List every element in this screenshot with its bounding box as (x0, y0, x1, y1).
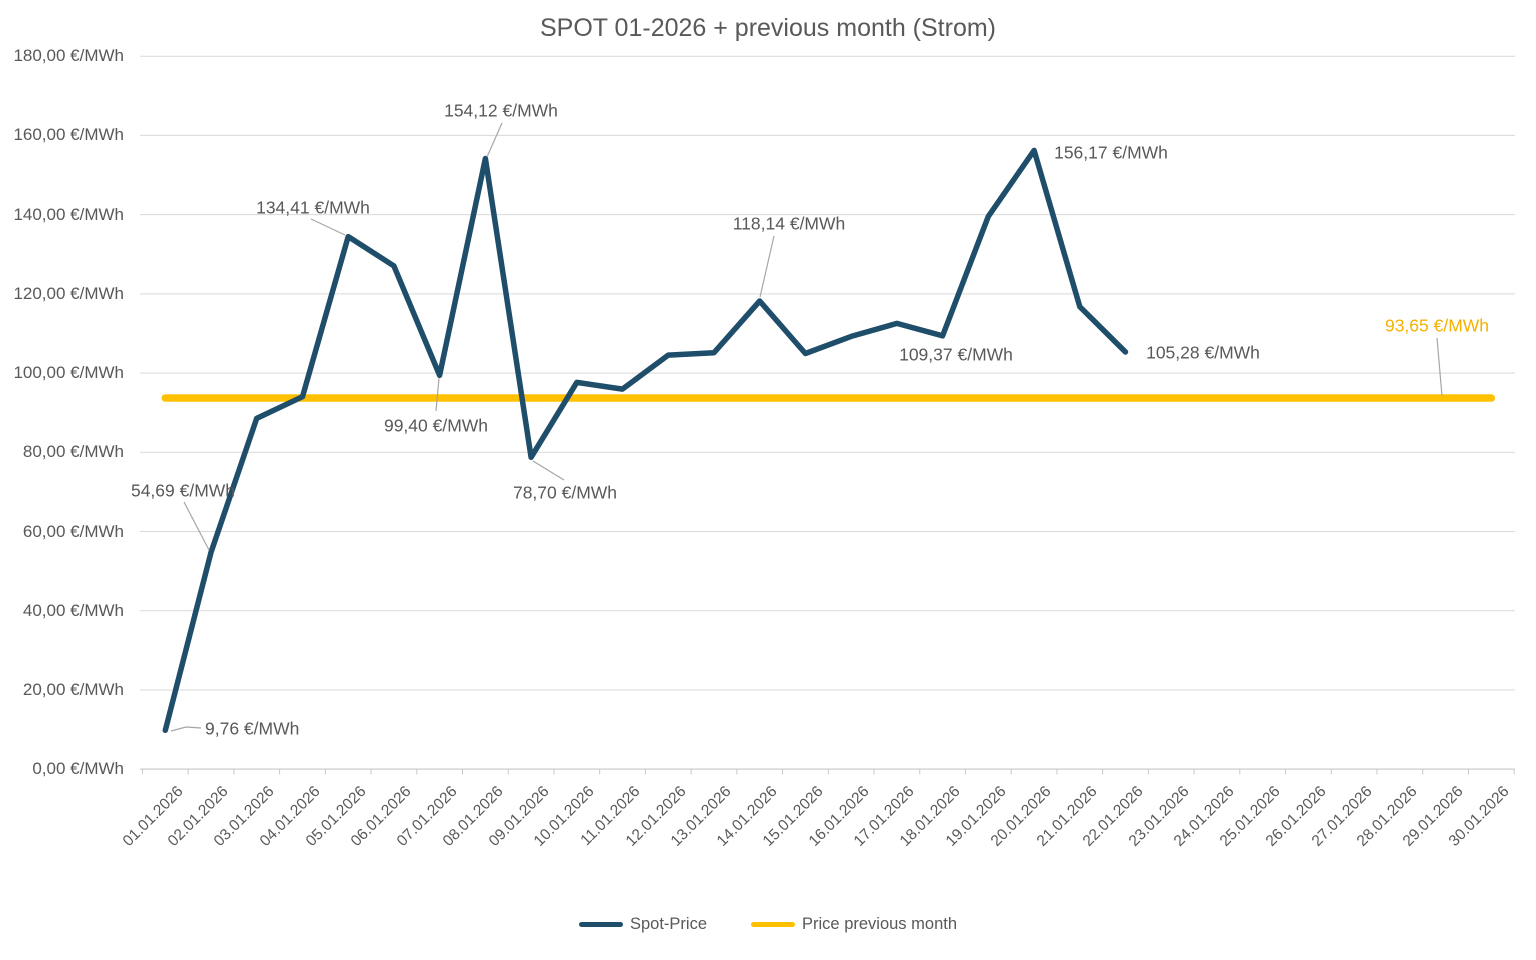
data-point-label: 134,41 €/MWh (256, 197, 370, 218)
previous-month-line-swatch (751, 922, 796, 927)
data-point-label: 9,76 €/MWh (205, 718, 300, 739)
data-point-label: 54,69 €/MWh (130, 480, 236, 501)
annotation-leader-line (532, 460, 565, 481)
data-point-label: 78,70 €/MWh (512, 482, 618, 503)
y-axis-tick-label: 60,00 €/MWh (22, 521, 124, 541)
data-point-label: 156,17 €/MWh (1054, 142, 1168, 163)
legend-item-previous-month: Price previous month (751, 915, 957, 934)
chart-title: SPOT 01-2026 + previous month (Strom) (540, 14, 996, 42)
spot-price-line-swatch (578, 922, 623, 927)
y-axis-tick-label: 140,00 €/MWh (13, 204, 124, 224)
legend-label-spot-price: Spot-Price (629, 915, 708, 933)
annotation-leader-line (170, 726, 202, 732)
y-axis-tick-label: 80,00 €/MWh (22, 442, 124, 462)
y-axis-tick-label: 100,00 €/MWh (13, 363, 124, 383)
y-axis-tick-label: 120,00 €/MWh (13, 283, 124, 303)
data-point-label: 154,12 €/MWh (444, 100, 558, 121)
data-point-label: 99,40 €/MWh (383, 415, 489, 436)
data-point-label: 105,28 €/MWh (1146, 342, 1260, 363)
y-axis-tick-label: 20,00 €/MWh (22, 679, 124, 699)
data-point-label: 118,14 €/MWh (732, 213, 846, 234)
annotation-leader-line (1436, 337, 1443, 397)
annotation-leader-line (183, 501, 210, 551)
legend-label-previous-month: Price previous month (802, 915, 958, 933)
y-axis-tick-label: 0,00 €/MWh (32, 759, 124, 779)
annotation-leader-line (486, 122, 503, 158)
y-axis-tick-label: 160,00 €/MWh (13, 125, 124, 145)
y-axis-tick-label: 40,00 €/MWh (22, 600, 124, 620)
annotation-leader-line (759, 235, 775, 298)
legend: Spot-Price Price previous month (0, 915, 1536, 934)
legend-item-spot-price: Spot-Price (578, 915, 708, 934)
spot-price-line (162, 147, 1129, 734)
y-axis-tick-label: 180,00 €/MWh (13, 46, 124, 66)
annotation-leader-line (310, 218, 346, 236)
data-point-label: 109,37 €/MWh (899, 344, 1013, 365)
annotation-leader-line (435, 377, 440, 412)
data-point-label: 93,65 €/MWh (1384, 315, 1490, 336)
